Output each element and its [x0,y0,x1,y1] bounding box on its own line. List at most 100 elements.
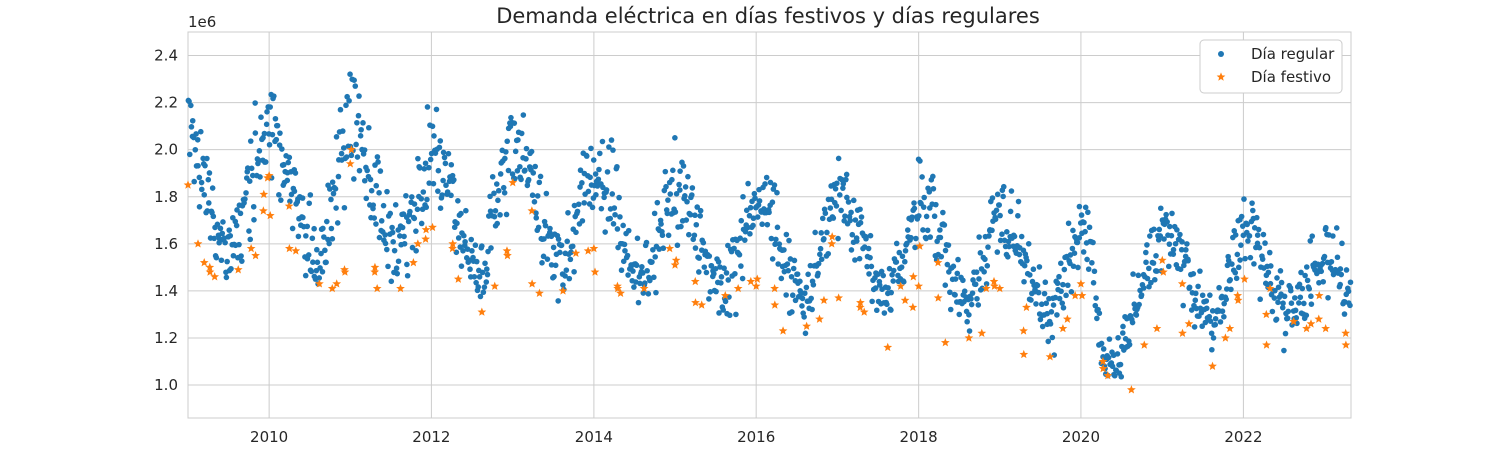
data-point-dia-regular [601,194,607,201]
data-point-dia-festivo [1022,302,1031,312]
data-point-dia-regular [1333,225,1340,231]
data-point-dia-regular [979,285,986,292]
data-point-dia-regular [332,186,339,192]
data-point-dia-regular [1166,241,1173,247]
data-point-dia-regular [234,207,240,213]
data-point-dia-festivo [453,274,463,283]
legend-marker-dia-festivo [1216,72,1226,81]
data-point-dia-regular [441,154,448,161]
data-point-dia-regular [346,97,352,104]
data-point-dia-regular [819,215,826,222]
data-point-dia-regular [716,310,722,316]
data-point-dia-regular [1343,267,1350,273]
data-point-dia-regular [247,236,254,243]
data-point-dia-festivo [327,283,337,293]
data-point-dia-regular [747,231,753,237]
data-point-dia-regular [599,138,606,145]
data-point-dia-regular [1065,282,1071,289]
data-point-dia-regular [533,210,539,216]
data-point-dia-regular [196,204,203,210]
data-point-dia-regular [630,268,636,274]
x-tick-label: 2010 [250,428,288,446]
data-point-dia-festivo [1098,356,1108,366]
data-point-dia-regular [856,255,863,262]
data-point-dia-regular [329,179,336,185]
data-point-dia-regular [566,275,573,282]
data-point-dia-regular [682,193,688,199]
data-point-dia-regular [1070,263,1077,270]
data-point-dia-regular [740,193,746,200]
data-point-dia-regular [338,150,345,157]
data-point-dia-regular [736,251,743,258]
data-point-dia-regular [475,284,482,290]
data-point-dia-festivo [1098,363,1108,373]
data-point-dia-regular [266,141,273,148]
data-point-dia-regular [1212,321,1219,328]
data-point-dia-festivo [665,243,675,253]
data-point-dia-regular [763,174,770,181]
data-point-dia-festivo [264,170,274,180]
data-point-dia-regular [1254,240,1261,247]
data-point-dia-regular [1285,308,1292,315]
data-point-dia-regular [886,265,893,272]
data-point-dia-regular [569,243,576,250]
data-point-dia-regular [1183,247,1189,253]
data-point-dia-regular [1279,304,1286,311]
data-point-dia-regular [1177,231,1183,238]
data-point-dia-regular [197,128,204,135]
data-point-dia-regular [487,208,494,214]
data-point-dia-regular [251,217,257,223]
data-point-dia-regular [1052,294,1059,301]
data-point-dia-regular [969,290,976,296]
data-point-dia-regular [1280,300,1286,307]
data-point-dia-regular [544,256,551,262]
data-point-dia-regular [367,176,374,183]
data-point-dia-regular [1166,223,1173,230]
data-point-dia-regular [1005,253,1011,260]
data-point-dia-regular [620,222,626,229]
data-point-dia-regular [609,191,616,197]
data-point-dia-regular [618,267,625,274]
data-point-dia-regular [725,242,731,249]
data-point-dia-regular [515,137,521,143]
data-point-dia-regular [909,214,915,220]
data-point-dia-regular [1136,301,1142,308]
data-point-dia-festivo [697,300,707,309]
data-point-dia-regular [291,188,298,195]
data-point-dia-regular [977,250,984,256]
data-point-dia-regular [1007,208,1014,215]
data-point-dia-regular [492,208,499,214]
data-point-dia-regular [1129,319,1136,326]
chart-title: Demanda eléctrica en días festivos y día… [496,4,1040,28]
data-point-dia-regular [403,192,409,199]
data-point-dia-regular [1170,251,1177,257]
data-point-dia-regular [747,204,754,211]
data-point-dia-regular [1049,334,1056,341]
data-point-dia-regular [1234,251,1241,258]
series-dia-festivo [183,145,1351,394]
data-point-dia-regular [625,272,631,278]
data-point-dia-regular [1217,319,1224,325]
data-point-dia-regular [477,293,484,300]
data-point-dia-regular [373,182,380,189]
data-point-dia-regular [491,213,498,220]
data-point-dia-festivo [802,321,811,330]
data-point-dia-regular [1058,260,1064,267]
data-point-dia-festivo [183,180,193,189]
data-point-dia-regular [911,205,918,212]
data-point-dia-regular [1165,263,1172,270]
data-point-dia-regular [937,227,943,233]
data-point-dia-festivo [332,279,342,288]
data-point-dia-regular [712,265,719,272]
data-point-dia-regular [1291,295,1298,301]
data-point-dia-regular [481,284,488,290]
data-point-dia-regular [658,221,664,227]
data-point-dia-regular [1034,282,1041,289]
data-point-dia-regular [551,273,557,280]
data-point-dia-regular [930,185,937,192]
data-point-dia-regular [322,247,328,254]
data-point-dia-regular [339,128,346,134]
data-point-dia-regular [615,244,621,251]
